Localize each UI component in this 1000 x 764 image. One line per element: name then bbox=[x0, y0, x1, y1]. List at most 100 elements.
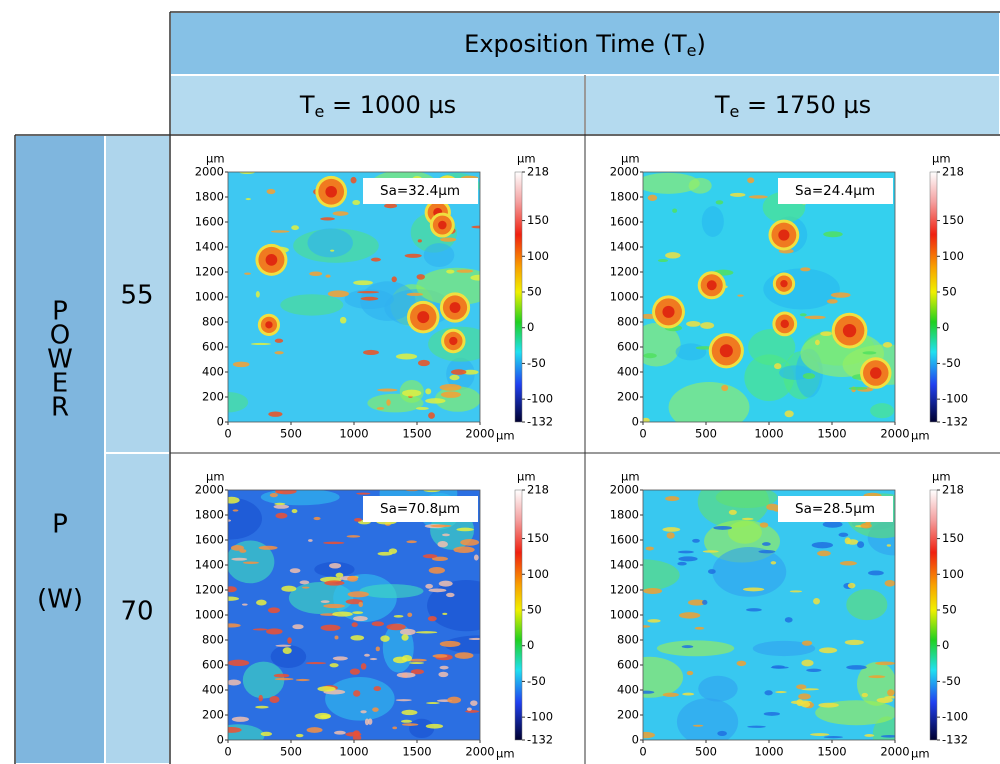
map-streak bbox=[415, 631, 438, 634]
map-streak bbox=[231, 716, 249, 722]
map-streak bbox=[395, 353, 418, 360]
map-crater bbox=[662, 305, 675, 318]
y-tick-label: 800 bbox=[202, 633, 224, 647]
y-tick-label: 600 bbox=[617, 658, 639, 672]
map-streak bbox=[446, 592, 455, 598]
map-crater bbox=[778, 229, 790, 241]
map-streak bbox=[439, 640, 461, 647]
map-streak bbox=[241, 603, 248, 606]
map-streak bbox=[354, 517, 363, 522]
map-streak bbox=[747, 725, 766, 728]
map-streak bbox=[256, 599, 267, 606]
map-streak bbox=[232, 509, 239, 512]
column-header: Te = 1750 µs bbox=[714, 91, 871, 121]
map-streak bbox=[471, 225, 480, 229]
map-streak bbox=[460, 538, 480, 546]
map-streak bbox=[391, 276, 397, 283]
map-patch bbox=[676, 698, 739, 740]
map-streak bbox=[329, 663, 339, 668]
column-text: = 1000 µs bbox=[324, 91, 456, 119]
map-streak bbox=[295, 733, 304, 738]
y-tick-label: 1200 bbox=[610, 265, 639, 279]
map-streak bbox=[801, 659, 814, 667]
x-tick-label: 2000 bbox=[465, 745, 494, 759]
map-streak bbox=[228, 679, 241, 686]
map-streak bbox=[868, 675, 886, 679]
map-streak bbox=[339, 316, 347, 324]
map-streak bbox=[425, 388, 432, 395]
map-patch bbox=[307, 228, 353, 258]
map-patch bbox=[701, 206, 724, 237]
column-text: T bbox=[714, 91, 730, 119]
column-header: Te = 1000 µs bbox=[299, 91, 456, 121]
map-streak bbox=[730, 192, 746, 197]
column-header-cell bbox=[169, 74, 586, 136]
colorbar-tick-label: 100 bbox=[942, 249, 964, 263]
map-patch bbox=[270, 645, 307, 669]
y-tick-label: 0 bbox=[217, 415, 224, 429]
map-streak bbox=[657, 259, 669, 263]
y-tick-label: 600 bbox=[617, 340, 639, 354]
map-streak bbox=[817, 550, 831, 557]
map-streak bbox=[422, 554, 438, 559]
map-patch bbox=[228, 497, 263, 540]
row-header-letter: P bbox=[52, 297, 68, 327]
colorbar-tick-label: 50 bbox=[527, 603, 542, 617]
map-streak bbox=[363, 349, 379, 356]
map-patch bbox=[359, 584, 424, 599]
map-streak bbox=[330, 249, 335, 252]
map-streak bbox=[360, 710, 367, 714]
map-streak bbox=[250, 342, 271, 346]
map-streak bbox=[270, 230, 290, 233]
map-streak bbox=[323, 603, 345, 609]
map-streak bbox=[796, 684, 807, 690]
map-streak bbox=[666, 532, 675, 539]
row-header-unit: (W) bbox=[37, 585, 83, 615]
map-streak bbox=[266, 188, 276, 195]
colorbar-unit: µm bbox=[517, 470, 536, 484]
map-streak bbox=[806, 668, 822, 672]
map-crater bbox=[325, 185, 337, 198]
map-patch bbox=[643, 172, 700, 194]
map-streak bbox=[369, 658, 378, 661]
map-patch bbox=[727, 520, 762, 544]
colorbar-tick-label: 50 bbox=[942, 285, 957, 299]
map-streak bbox=[228, 496, 240, 504]
colorbar-tick-label: 150 bbox=[527, 213, 549, 227]
map-streak bbox=[882, 342, 893, 348]
map-streak bbox=[643, 417, 650, 422]
map-streak bbox=[678, 556, 698, 562]
map-streak bbox=[801, 688, 819, 691]
map-streak bbox=[747, 177, 755, 184]
map-streak bbox=[662, 527, 681, 532]
y-tick-label: 2000 bbox=[195, 483, 224, 497]
map-streak bbox=[736, 660, 747, 667]
map-streak bbox=[645, 546, 654, 551]
map-streak bbox=[742, 587, 765, 592]
colorbar-tick-label: 0 bbox=[527, 638, 534, 652]
x-tick-label: 1500 bbox=[402, 745, 431, 759]
y-tick-label: 400 bbox=[202, 365, 224, 379]
map-patch bbox=[409, 718, 435, 739]
header-cell bbox=[169, 11, 1000, 76]
row-header-letter: O bbox=[50, 321, 70, 351]
x-tick-label: 500 bbox=[280, 745, 302, 759]
map-streak bbox=[677, 550, 694, 554]
map-crater bbox=[842, 323, 857, 338]
map-streak bbox=[252, 628, 268, 631]
map-crater bbox=[719, 344, 733, 358]
y-tick-label: 1000 bbox=[610, 608, 639, 622]
map-streak bbox=[438, 671, 449, 678]
map-streak bbox=[884, 579, 895, 587]
map-streak bbox=[275, 512, 288, 519]
map-streak bbox=[746, 608, 762, 612]
map-patch bbox=[846, 589, 888, 621]
y-tick-label: 400 bbox=[617, 365, 639, 379]
map-streak bbox=[818, 647, 838, 654]
map-streak bbox=[273, 504, 290, 509]
row-header-symbol: P bbox=[52, 510, 68, 540]
sa-label: Sa=28.5µm bbox=[795, 501, 875, 517]
map-streak bbox=[275, 644, 292, 647]
row-label: 55 bbox=[120, 281, 153, 311]
map-streak bbox=[334, 635, 339, 640]
